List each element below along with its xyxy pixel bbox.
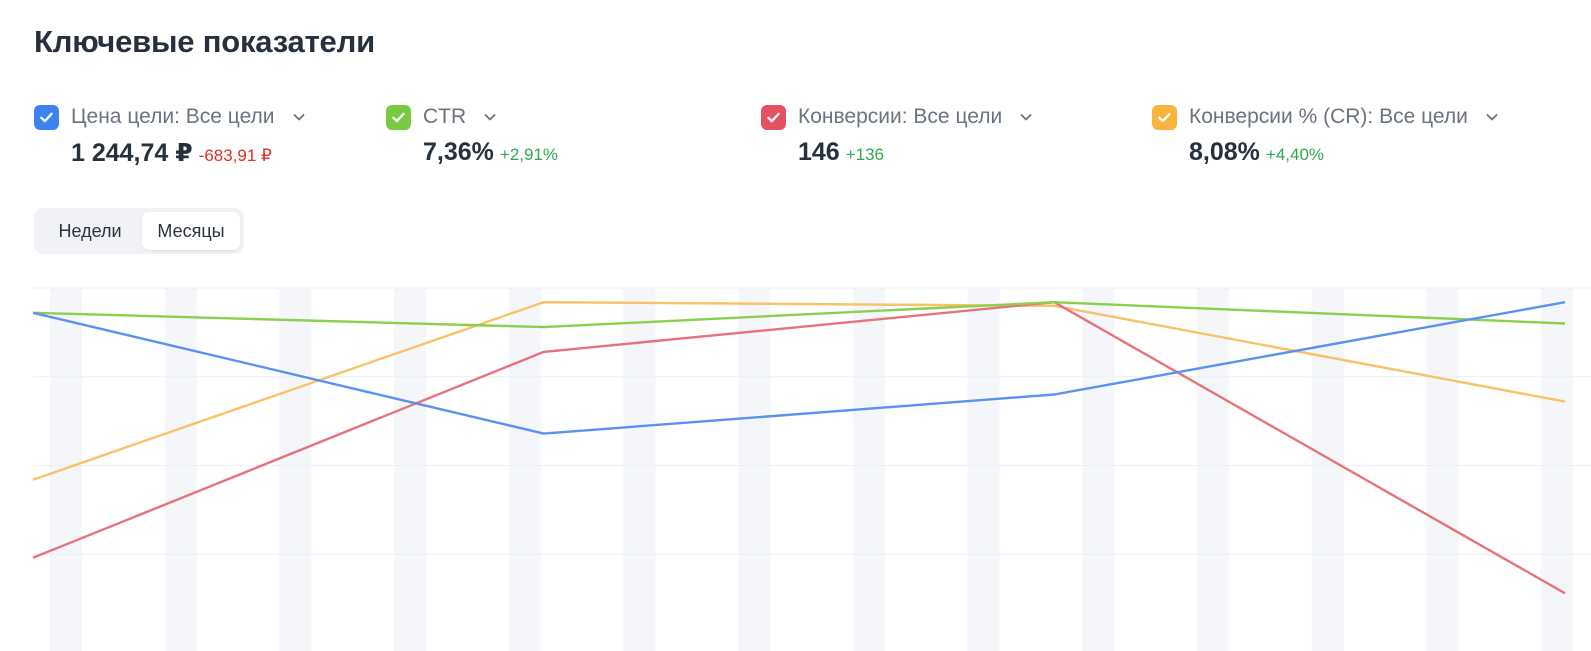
metric-label: Цена цели: Все цели xyxy=(71,105,275,128)
metric-goal-cost: Цена цели: Все цели 1 244,74 ₽ -683,91 ₽ xyxy=(34,102,307,168)
series-line-conversion-rate xyxy=(32,301,1566,481)
chart-column-stripe xyxy=(852,288,885,651)
metric-conversions: Конверсии: Все цели 146 +136 xyxy=(761,102,1034,167)
period-toggle: Недели Месяцы xyxy=(34,208,244,254)
metric-value: 8,08% xyxy=(1189,138,1260,166)
chart-column-stripe xyxy=(623,288,656,651)
chart-column-stripe xyxy=(1541,288,1574,651)
series-line-conversions xyxy=(32,301,1566,595)
check-icon xyxy=(40,112,53,122)
chevron-down-icon[interactable] xyxy=(1018,109,1034,125)
chart-column-stripe xyxy=(1082,288,1115,651)
metric-value: 1 244,74 ₽ xyxy=(71,139,193,167)
metric-value: 7,36% xyxy=(423,138,494,166)
key-metrics-line-chart xyxy=(32,287,1591,651)
chart-gridlines xyxy=(33,287,1591,555)
metric-ctr: CTR 7,36% +2,91% xyxy=(386,102,558,167)
metric-goal-cost-selector[interactable]: Цена цели: Все цели xyxy=(34,102,307,132)
period-option-months[interactable]: Месяцы xyxy=(142,212,240,250)
checkbox-conversion-rate[interactable] xyxy=(1152,104,1177,130)
chart-column-stripe xyxy=(1426,288,1459,651)
metric-delta: +136 xyxy=(845,145,885,164)
chevron-down-icon[interactable] xyxy=(1484,109,1500,125)
chart-column-stripe xyxy=(508,288,541,651)
check-icon xyxy=(1158,112,1171,122)
metric-delta: +2,91% xyxy=(499,145,559,164)
chart-column-stripe xyxy=(279,288,312,651)
metric-value: 146 xyxy=(798,138,840,166)
chevron-down-icon[interactable] xyxy=(291,109,307,125)
chart-column-stripe xyxy=(967,288,1000,651)
chart-column-stripe xyxy=(1197,288,1229,651)
metric-label: Конверсии % (CR): Все цели xyxy=(1189,105,1468,128)
chart-series-lines xyxy=(32,301,1566,595)
checkbox-conversions[interactable] xyxy=(761,104,786,130)
metric-conversions-selector[interactable]: Конверсии: Все цели xyxy=(761,102,1034,132)
chart-column-stripe xyxy=(164,288,197,651)
checkbox-ctr[interactable] xyxy=(386,104,411,130)
metric-label: Конверсии: Все цели xyxy=(798,105,1003,128)
chevron-down-icon[interactable] xyxy=(482,109,498,125)
metric-conversion-rate: Конверсии % (CR): Все цели 8,08% +4,40% xyxy=(1152,102,1500,167)
period-option-weeks[interactable]: Недели xyxy=(38,212,142,250)
page-title: Ключевые показатели xyxy=(34,24,375,59)
check-icon xyxy=(767,112,780,122)
chart-column-stripe xyxy=(738,288,771,651)
chart-column-stripe xyxy=(1311,288,1344,651)
metric-conversion-rate-selector[interactable]: Конверсии % (CR): Все цели xyxy=(1152,102,1500,132)
metric-label: CTR xyxy=(423,105,467,128)
check-icon xyxy=(392,112,405,122)
series-line-goal-cost xyxy=(32,301,1566,435)
metric-delta: +4,40% xyxy=(1265,145,1325,164)
series-line-ctr xyxy=(32,301,1566,329)
metric-ctr-selector[interactable]: CTR xyxy=(386,102,558,132)
chart-column-stripe xyxy=(394,288,427,651)
metric-delta: -683,91 ₽ xyxy=(198,146,272,165)
checkbox-goal-cost[interactable] xyxy=(34,104,59,130)
